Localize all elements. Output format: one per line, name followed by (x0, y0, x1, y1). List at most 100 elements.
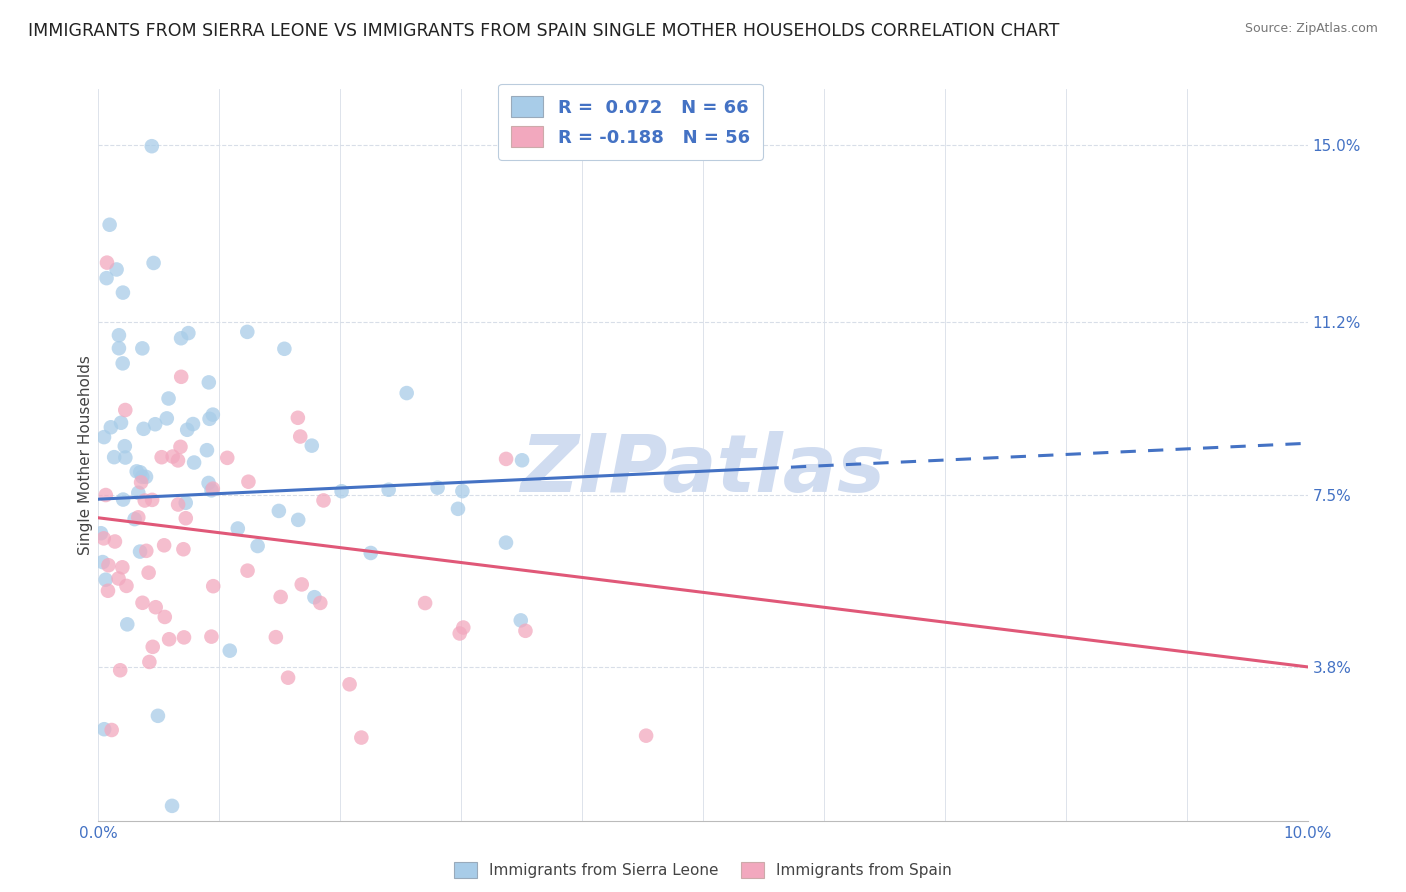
Point (131, 342, 153, 356)
Point (100, 420, 122, 434)
Point (453, 620, 475, 634)
Point (114, 403, 136, 417)
Point (108, 341, 131, 355)
Point (94, 573, 117, 587)
Point (110, 416, 132, 430)
Point (100, 723, 122, 737)
Point (177, 326, 200, 340)
Point (111, 560, 134, 574)
Point (181, 417, 204, 431)
Point (217, 450, 239, 465)
Point (270, 590, 292, 604)
Legend: Immigrants from Sierra Leone, Immigrants from Spain: Immigrants from Sierra Leone, Immigrants… (447, 856, 959, 884)
Point (150, 450, 173, 465)
Point (129, 475, 152, 490)
Point (200, 630, 222, 644)
Point (173, 631, 195, 645)
Y-axis label: Single Mother Households: Single Mother Households (77, 355, 93, 555)
Point (108, 328, 131, 343)
Point (112, 492, 135, 507)
Point (287, 410, 309, 425)
Point (134, 493, 156, 508)
Point (98, 218, 121, 232)
Point (132, 422, 155, 436)
Point (160, 798, 183, 813)
Point (413, 596, 436, 610)
Point (129, 544, 152, 558)
Point (426, 481, 449, 495)
Point (287, 513, 309, 527)
Point (90, 526, 112, 541)
Point (238, 475, 260, 489)
Point (135, 544, 157, 558)
Point (97, 558, 120, 573)
Text: IMMIGRANTS FROM SIERRA LEONE VS IMMIGRANTS FROM SPAIN SINGLE MOTHER HOUSEHOLDS C: IMMIGRANTS FROM SIERRA LEONE VS IMMIGRAN… (28, 22, 1060, 40)
Point (138, 566, 160, 580)
Point (277, 671, 299, 685)
Point (170, 331, 193, 345)
Point (301, 439, 323, 453)
Point (114, 450, 136, 465)
Point (304, 591, 326, 605)
Point (117, 617, 139, 632)
Point (195, 443, 218, 458)
Point (146, 708, 169, 723)
Point (273, 342, 295, 356)
Point (93, 430, 115, 444)
Point (447, 501, 470, 516)
Point (97, 583, 120, 598)
Point (360, 546, 382, 560)
Point (509, 613, 531, 627)
Point (96, 271, 118, 285)
Point (236, 325, 259, 339)
Point (218, 643, 240, 657)
Point (202, 579, 225, 593)
Point (197, 475, 219, 490)
Point (172, 542, 194, 557)
Point (167, 453, 190, 467)
Point (162, 450, 184, 464)
Point (145, 600, 167, 615)
Point (114, 439, 136, 453)
Point (141, 492, 163, 507)
Point (200, 483, 222, 498)
Point (198, 376, 221, 390)
Point (309, 596, 332, 610)
Point (339, 677, 361, 691)
Point (127, 510, 149, 524)
Point (198, 412, 221, 426)
Point (201, 482, 224, 496)
Point (131, 596, 153, 610)
Text: ZIPatlas: ZIPatlas (520, 431, 886, 508)
Point (111, 356, 134, 370)
Point (135, 470, 157, 484)
Point (111, 285, 134, 300)
Point (449, 626, 471, 640)
Point (115, 579, 138, 593)
Point (157, 392, 180, 406)
Point (129, 465, 152, 479)
Point (170, 369, 193, 384)
Point (167, 498, 190, 512)
Point (142, 256, 165, 270)
Point (495, 535, 517, 549)
Point (636, 729, 658, 743)
Point (104, 534, 127, 549)
Point (131, 470, 153, 484)
Point (96, 255, 118, 269)
Point (107, 572, 129, 586)
Point (157, 632, 180, 647)
Point (124, 512, 146, 526)
Point (103, 450, 125, 465)
Text: Source: ZipAtlas.com: Source: ZipAtlas.com (1244, 22, 1378, 36)
Point (138, 655, 160, 669)
Point (91, 555, 114, 569)
Legend: R =  0.072   N = 66, R = -0.188   N = 56: R = 0.072 N = 66, R = -0.188 N = 56 (498, 84, 762, 160)
Point (141, 139, 163, 153)
Point (312, 493, 335, 508)
Point (226, 521, 249, 535)
Point (127, 485, 149, 500)
Point (174, 511, 197, 525)
Point (290, 429, 312, 443)
Point (377, 483, 399, 497)
